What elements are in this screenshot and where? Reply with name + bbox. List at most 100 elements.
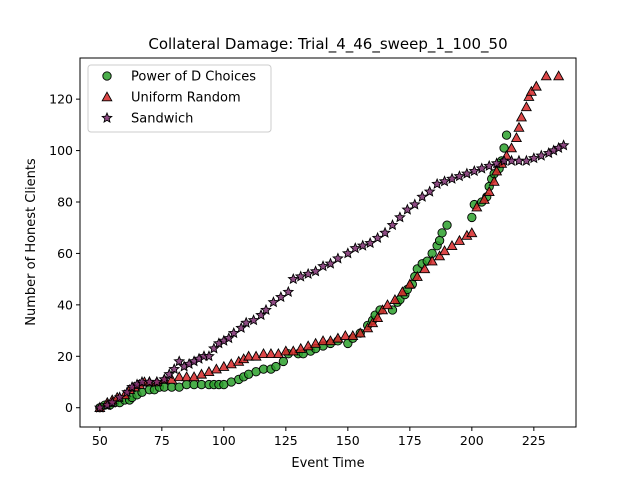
legend-label: Sandwich	[131, 112, 193, 127]
data-point	[371, 231, 384, 243]
x-tick-label: 50	[92, 433, 108, 448]
data-point	[515, 111, 528, 122]
data-point	[446, 239, 458, 251]
data-point	[302, 267, 315, 279]
x-axis: 50 75 100 125 150 175 200 225	[92, 427, 546, 448]
data-point	[243, 350, 255, 361]
series-triangle	[94, 70, 565, 413]
data-point	[271, 361, 281, 372]
data-point	[453, 170, 466, 182]
data-point	[505, 142, 518, 153]
chart-title: Collateral Damage: Trial_4_46_sweep_1_10…	[148, 35, 507, 54]
data-point	[513, 121, 525, 132]
data-point	[483, 185, 495, 197]
data-point	[317, 260, 329, 272]
data-point	[275, 290, 287, 303]
data-point	[280, 345, 292, 356]
data-point	[520, 154, 533, 166]
data-point	[396, 286, 408, 297]
data-point	[287, 272, 300, 285]
data-point	[113, 391, 126, 403]
x-tick-label: 150	[336, 433, 360, 448]
data-point	[483, 159, 496, 171]
data-point	[364, 236, 377, 249]
data-point	[419, 263, 431, 274]
data-point	[257, 347, 270, 359]
data-point	[478, 193, 490, 204]
data-point	[404, 278, 416, 289]
x-tick-label: 200	[460, 433, 484, 448]
data-point	[468, 164, 481, 177]
data-point	[501, 130, 512, 140]
data-point	[341, 247, 354, 259]
data-point	[461, 167, 473, 179]
data-point	[423, 185, 436, 197]
data-point	[339, 329, 351, 341]
data-point	[426, 255, 438, 266]
data-point	[553, 70, 565, 81]
data-point	[372, 311, 384, 323]
y-tick-label: 0	[65, 400, 73, 415]
data-point	[324, 257, 337, 269]
data-point	[260, 303, 272, 315]
x-tick-label: 225	[522, 433, 546, 448]
data-point	[510, 131, 523, 143]
y-tick-label: 80	[57, 195, 73, 210]
data-point	[317, 335, 329, 346]
data-point	[265, 347, 277, 359]
y-tick-label: 20	[57, 349, 73, 364]
series-star	[93, 139, 570, 413]
data-point	[362, 322, 374, 333]
data-point	[557, 139, 570, 151]
data-point	[93, 401, 106, 413]
data-point	[227, 326, 240, 339]
data-point	[349, 242, 362, 254]
x-tick-label: 125	[274, 433, 298, 448]
y-axis: 0 20 40 60 80 100 120	[49, 92, 80, 415]
data-point	[442, 220, 452, 230]
data-point	[411, 270, 423, 281]
y-tick-label: 100	[49, 143, 73, 158]
data-point	[267, 296, 280, 308]
legend-box	[87, 64, 272, 133]
data-point	[488, 175, 500, 186]
y-axis-label: Number of Honest Clients	[24, 158, 39, 326]
data-point	[471, 201, 483, 212]
data-point	[540, 70, 552, 81]
data-point	[294, 270, 307, 282]
x-axis-label: Event Time	[291, 456, 364, 471]
data-point	[386, 218, 399, 231]
data-point	[416, 190, 429, 202]
data-point	[282, 285, 295, 297]
data-point	[438, 175, 451, 187]
data-point	[381, 299, 394, 310]
data-point	[106, 396, 119, 408]
data-point	[434, 235, 445, 246]
data-point	[203, 350, 215, 362]
data-point	[475, 162, 488, 174]
data-point	[535, 149, 548, 161]
data-point	[173, 355, 186, 367]
data-point	[446, 172, 458, 184]
data-point	[389, 293, 401, 305]
data-point	[240, 316, 253, 328]
data-point	[181, 371, 193, 382]
data-point	[309, 265, 322, 277]
data-point	[168, 362, 181, 375]
series-circle	[95, 130, 512, 413]
legend-marker-star	[101, 111, 113, 123]
legend-marker-circle	[102, 71, 112, 81]
plot-frame	[79, 57, 577, 428]
y-tick-label: 60	[57, 246, 73, 261]
legend-label: Uniform Random	[131, 91, 241, 106]
data-point	[437, 228, 447, 238]
data-point	[376, 304, 389, 315]
x-tick-label: 100	[212, 433, 236, 448]
data-point	[173, 371, 185, 382]
data-point	[467, 212, 477, 223]
data-point	[466, 227, 478, 238]
data-point	[151, 375, 163, 387]
data-point	[527, 152, 540, 164]
points-layer	[93, 70, 570, 413]
data-point	[408, 198, 421, 210]
